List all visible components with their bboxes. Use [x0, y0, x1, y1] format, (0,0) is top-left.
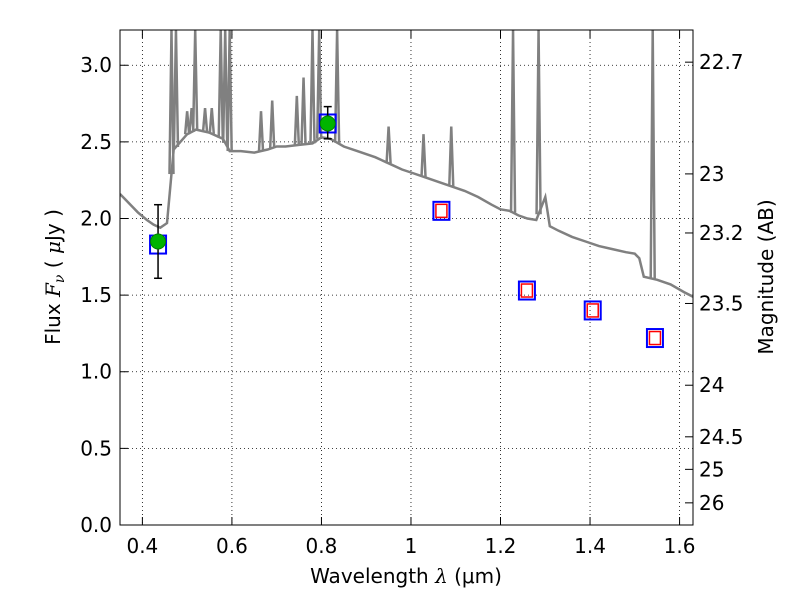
model-square	[583, 300, 602, 321]
mag-tick-label: 24.5	[699, 425, 744, 449]
x-tick-label: 0.4	[126, 534, 158, 558]
predicted-square	[520, 283, 534, 298]
y-tick-label: 0.5	[80, 436, 112, 460]
y2-axis-title: Magnitude (AB)	[754, 199, 778, 354]
model-square	[432, 200, 451, 221]
y-tick-label: 3.0	[80, 53, 112, 77]
mag-tick-label: 22.7	[699, 50, 744, 74]
mag-tick-label: 23.2	[699, 221, 744, 245]
grid	[120, 30, 693, 526]
x-axis-title: Wavelength λ (μm)	[310, 564, 502, 588]
mag-tick-label: 25	[699, 457, 724, 481]
mag-tick-label: 24	[699, 373, 724, 397]
predicted-square	[648, 330, 662, 346]
sed-emission-line	[293, 95, 301, 146]
y-tick-label: 2.0	[80, 206, 112, 230]
y-tick-label: 2.5	[80, 130, 112, 154]
plot-frame	[119, 29, 694, 526]
sed-emission-line	[221, 30, 229, 143]
sed-emission-line	[300, 77, 307, 145]
sed-emission-line	[183, 111, 191, 135]
sed-emission-line	[201, 108, 209, 132]
model-square	[645, 328, 664, 349]
sed-emission-line	[268, 100, 276, 149]
x-tick-label: 0.6	[216, 534, 248, 558]
mag-tick-label: 23	[699, 162, 724, 186]
predicted-square	[435, 203, 448, 219]
sed-emission-line	[535, 30, 542, 215]
x-tick-label: 1.6	[664, 534, 696, 558]
sed-emission-line	[333, 30, 341, 143]
sed-emission-line	[257, 111, 265, 152]
x-tick-label: 1.2	[485, 534, 517, 558]
sed-emission-line	[217, 30, 224, 138]
sed-emission-line	[168, 30, 175, 175]
axis-ticks: 0.4 0.6 0.8 1 1.2 1.4 1.6 0.0 0.5 1.0 1.5 2.0 2.5 3.0…	[80, 30, 744, 558]
predicted-square	[586, 303, 599, 318]
sed-emission-line	[208, 108, 216, 134]
y-tick-label: 1.5	[80, 283, 112, 307]
sed-emission-line	[191, 30, 199, 131]
sed-emission-line	[226, 30, 233, 152]
sed-emission-line	[172, 30, 180, 148]
x-tick-label: 0.8	[306, 534, 338, 558]
y-tick-label: 0.0	[80, 513, 112, 537]
sed-emission-line	[649, 30, 656, 279]
model-square	[517, 280, 536, 301]
y-axis-title: Flux Fν ( μJy )	[41, 209, 68, 345]
y-tick-label: 1.0	[80, 360, 112, 384]
sed-emission-line	[448, 126, 455, 187]
sed-emission-line	[509, 30, 517, 213]
sed-emission-line	[385, 126, 392, 164]
mag-tick-label: 23.5	[699, 291, 744, 315]
x-tick-label: 1	[405, 534, 418, 558]
sed-emission-line	[315, 30, 323, 139]
sed-model-curve	[120, 30, 693, 298]
observed-point	[319, 115, 336, 132]
mag-tick-label: 26	[699, 491, 724, 515]
sed-emission-line	[309, 30, 316, 144]
data-markers	[149, 105, 664, 349]
x-tick-label: 1.4	[574, 534, 606, 558]
sed-emission-line	[420, 134, 427, 177]
observed-point	[150, 233, 167, 250]
